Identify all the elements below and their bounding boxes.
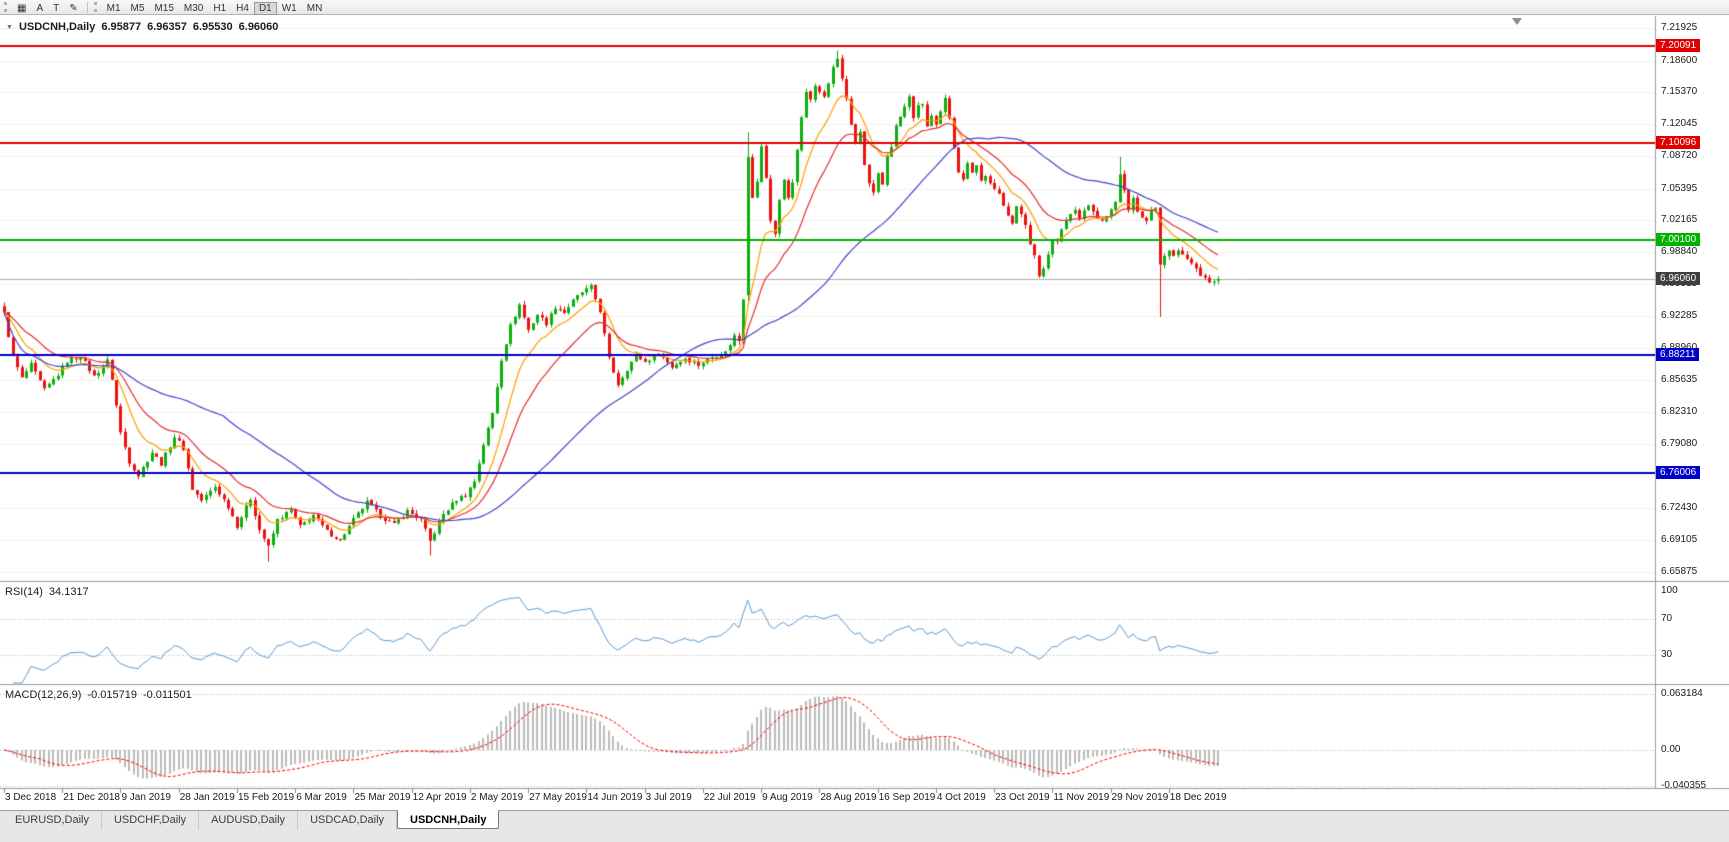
price-axis-label: 7.08720 [1661, 150, 1698, 162]
price-axis-label: 7.18600 [1661, 54, 1698, 66]
macd-name: MACD(12,26,9) [5, 689, 82, 701]
price-axis-label: 7.05395 [1661, 182, 1698, 194]
rsi-axis-label: 100 [1661, 585, 1678, 596]
hline-price-tag: 6.76006 [1656, 466, 1701, 480]
date-axis-label: 3 Jul 2019 [645, 792, 692, 803]
date-axis-label: 11 Nov 2019 [1053, 792, 1110, 803]
date-axis-label: 28 Aug 2019 [820, 792, 877, 803]
rsi-axis-label: 30 [1661, 649, 1673, 661]
price-axis-label: 7.02165 [1661, 213, 1698, 225]
timeframe-button-m5[interactable]: M5 [130, 3, 145, 14]
timeframe-button-mn[interactable]: MN [306, 3, 323, 14]
draw-tools-icon[interactable]: ✎ [69, 3, 78, 14]
price-axis-label: 6.82310 [1661, 406, 1698, 418]
price-axis-label: 6.92285 [1661, 309, 1698, 321]
price-axis-label: 6.72430 [1661, 501, 1698, 513]
date-axis-label: 25 Mar 2019 [354, 792, 411, 803]
chart-ohlc-title: ▼ USDCNH,Daily 6.95877 6.96357 6.95530 6… [6, 21, 278, 33]
price-axis-label: 6.88960 [1661, 342, 1697, 353]
ohlc-open: 6.95877 [101, 21, 142, 33]
macd-axis-label: 0.00 [1661, 744, 1681, 755]
date-axis-label: 4 Oct 2019 [936, 792, 986, 803]
chart-window-icon[interactable]: ▦ [17, 3, 27, 14]
cursor-icon[interactable]: A [36, 3, 44, 14]
price-axis-label: 7.21925 [1661, 22, 1698, 34]
date-axis-label: 16 Sep 2019 [878, 792, 936, 803]
macd-signal-value: -0.011501 [142, 689, 192, 701]
date-axis-label: 15 Feb 2019 [237, 792, 295, 803]
hline-price-tag: 7.00100 [1656, 232, 1701, 246]
date-axis-label: 3 Dec 2018 [5, 792, 57, 803]
toolbar-separator [86, 1, 88, 13]
hline-price-tag: 7.20091 [1656, 39, 1701, 53]
text-label-icon[interactable]: T [53, 3, 60, 14]
date-axis-label: 18 Dec 2019 [1169, 792, 1227, 803]
timeframe-button-group: M1 M5 M15 M30 H1 H4 D1 W1 MN [102, 0, 328, 16]
macd-main-value: -0.015719 [87, 689, 137, 701]
price-axis-label: 6.69105 [1661, 534, 1698, 546]
date-axis-label: 9 Aug 2019 [762, 792, 813, 803]
date-axis-label: 28 Jan 2019 [179, 792, 235, 803]
rsi-name: RSI(14) [5, 586, 43, 598]
rsi-indicator-title: RSI(14) 34.1317 [5, 586, 89, 598]
hline-price-tag: 6.88211 [1656, 348, 1700, 362]
symbol-tab-bar: EURUSD,Daily USDCHF,Daily AUDUSD,Daily USDC… [0, 810, 1729, 842]
hline-price-tag: 7.10096 [1656, 135, 1701, 149]
date-axis-label: 2 May 2019 [470, 792, 524, 803]
timeframe-button-m15[interactable]: M15 [154, 3, 174, 14]
date-axis-label: 6 Mar 2019 [296, 792, 347, 803]
ohlc-close: 6.96060 [238, 21, 279, 33]
date-axis-label: 27 May 2019 [529, 792, 587, 803]
date-axis-label: 14 Jun 2019 [587, 792, 643, 803]
ohlc-high: 6.96357 [147, 21, 187, 33]
price-axis-label: 6.85635 [1661, 374, 1698, 386]
top-toolbar: ▦ A T ✎ M1 M5 M15 M30 H1 H4 D1 W1 MN [0, 0, 1729, 15]
date-axis-label: 23 Oct 2019 [995, 792, 1050, 803]
tab-usdchf[interactable]: USDCHF,Daily [102, 811, 200, 830]
timeframe-button-h1[interactable]: H1 [213, 3, 227, 14]
current-price-tag: 6.96060 [1656, 272, 1701, 285]
macd-axis-label: -0.040355 [1661, 779, 1707, 791]
rsi-value: 34.1317 [48, 586, 89, 598]
tool-icon-group: ▦ A T ✎ [12, 0, 83, 16]
tab-audusd[interactable]: AUDUSD,Daily [199, 811, 299, 830]
symbol-period-label: USDCNH,Daily [18, 21, 96, 33]
timeframe-button-m1[interactable]: M1 [106, 3, 121, 14]
price-axis-label: 7.12045 [1661, 118, 1698, 130]
timeframe-button-d1[interactable]: D1 [253, 2, 277, 15]
rsi-axis-label: 70 [1661, 612, 1673, 624]
date-axis-label: 22 Jul 2019 [703, 792, 756, 803]
chart-shift-marker-icon [1512, 18, 1522, 25]
one-click-trading-toggle[interactable]: ▼ [6, 23, 13, 31]
macd-indicator-title: MACD(12,26,9) -0.015719 -0.011501 [5, 689, 192, 701]
price-axis-label: 6.98840 [1661, 246, 1698, 258]
toolbar-grip[interactable] [93, 2, 97, 12]
price-axis-label: 7.15370 [1661, 85, 1698, 97]
price-axis-label: 6.65875 [1661, 565, 1698, 577]
timeframe-button-h4[interactable]: H4 [236, 3, 249, 14]
tab-usdcnh[interactable]: USDCNH,Daily [397, 810, 500, 829]
macd-axis-label: 0.063184 [1661, 687, 1703, 699]
price-axis[interactable] [1655, 16, 1729, 788]
date-axis-label: 29 Nov 2019 [1111, 792, 1169, 803]
tab-eurusd[interactable]: EURUSD,Daily [3, 811, 102, 830]
tab-usdcad[interactable]: USDCAD,Daily [298, 811, 398, 830]
toolbar-grip[interactable] [4, 2, 7, 12]
date-axis-label: 21 Dec 2018 [63, 792, 120, 803]
ohlc-low: 6.95530 [192, 21, 233, 33]
date-axis-label: 12 Apr 2019 [412, 792, 467, 803]
timeframe-button-m30[interactable]: M30 [183, 3, 204, 14]
date-axis-label: 9 Jan 2019 [121, 792, 171, 803]
timeframe-button-w1[interactable]: W1 [281, 3, 297, 14]
price-axis-label: 6.79080 [1661, 437, 1698, 449]
